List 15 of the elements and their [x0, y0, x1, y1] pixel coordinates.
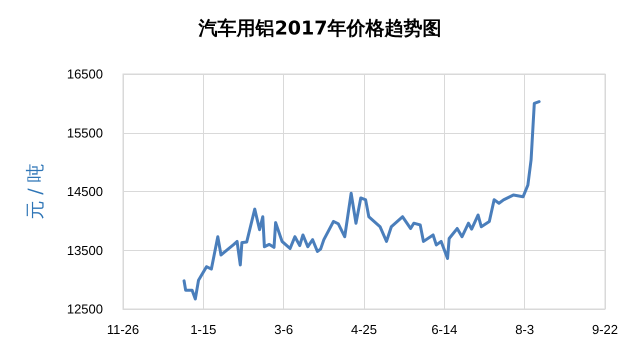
y-tick-label: 16500 [66, 66, 103, 82]
y-tick-label: 13500 [66, 242, 103, 258]
x-tick-label: 11-26 [106, 322, 140, 337]
x-tick-label: 8-3 [515, 322, 534, 337]
chart-title: 汽车用铝2017年价格趋势图 [198, 18, 442, 40]
x-tick-label: 6-14 [431, 322, 458, 337]
x-tick-label: 3-6 [274, 322, 294, 337]
y-axis-title: 元 / 吨 [24, 163, 46, 220]
x-tick-label: 9-22 [592, 322, 618, 337]
x-tick-label: 4-25 [350, 322, 378, 337]
y-tick-label: 15500 [66, 125, 103, 140]
y-tick-label: 14500 [66, 184, 103, 199]
x-tick-label: 1-15 [190, 322, 216, 337]
line-series [182, 100, 541, 301]
y-tick-label: 12500 [66, 302, 103, 316]
